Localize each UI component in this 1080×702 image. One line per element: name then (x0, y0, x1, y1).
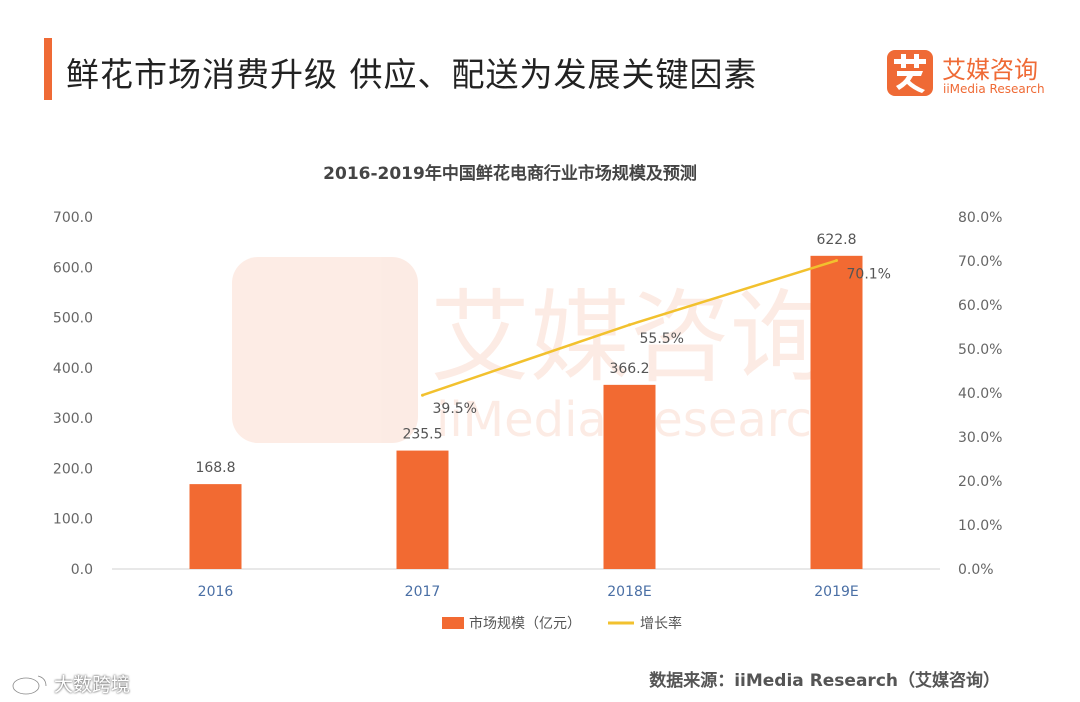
y2-tick-label: 30.0% (958, 430, 1002, 446)
watermark-name: 艾媒咨询 (430, 279, 830, 396)
bar-series (189, 255, 863, 570)
line-value-label: 39.5% (433, 401, 477, 417)
y2-tick-label: 10.0% (958, 518, 1002, 534)
x-tick-label: 2018E (607, 584, 651, 600)
legend-label-bar: 市场规模（亿元） (469, 615, 581, 632)
bar-value-label: 622.8 (816, 232, 856, 248)
y2-tick-label: 50.0% (958, 342, 1002, 358)
weibo-account: 大数跨境 (54, 674, 131, 696)
brand-logo-icon (887, 50, 933, 96)
chart-title: 2016-2019年中国鲜花电商行业市场规模及预测 (323, 163, 697, 184)
title-accent-bar (44, 38, 52, 100)
legend: 市场规模（亿元） 增长率 (442, 615, 682, 632)
y-tick-label: 200.0 (53, 461, 93, 477)
legend-label-line: 增长率 (640, 615, 682, 632)
line-point (421, 393, 424, 397)
bar-data-labels: 168.8 235.5 366.2 622.8 (195, 232, 856, 476)
page-title: 鲜花市场消费升级 供应、配送为发展关键因素 (66, 55, 758, 94)
bar (396, 450, 449, 569)
y-axis-left: 0.0 100.0 200.0 300.0 400.0 500.0 600.0 700.0 (53, 210, 93, 578)
weibo-watermark (12, 675, 47, 695)
data-source: 数据来源：iiMedia Research（艾媒咨询） (649, 671, 1000, 691)
y-tick-label: 500.0 (53, 311, 93, 327)
y-tick-label: 100.0 (53, 512, 93, 528)
y-tick-label: 300.0 (53, 411, 93, 427)
ai-logo-icon (894, 54, 926, 93)
bar (189, 484, 242, 569)
y-tick-label: 0.0 (71, 562, 93, 578)
x-axis: 2016 2017 2018E 2019E (198, 584, 859, 600)
weibo-icon (12, 675, 47, 695)
x-tick-label: 2016 (198, 584, 234, 600)
y2-tick-label: 70.0% (958, 254, 1002, 270)
brand-name: 艾媒咨询 (942, 56, 1038, 84)
bar (810, 255, 863, 570)
x-tick-label: 2017 (405, 584, 441, 600)
bar (603, 384, 656, 569)
y2-tick-label: 20.0% (958, 474, 1002, 490)
watermark: 艾媒咨询 iiMedia Research (232, 257, 842, 448)
brand-subtitle: iiMedia Research (943, 82, 1045, 96)
y2-tick-label: 40.0% (958, 386, 1002, 402)
line-point (628, 323, 631, 327)
bar-value-label: 168.8 (195, 460, 235, 476)
line-series: 39.5% 55.5% 70.1% (421, 259, 891, 417)
bar-value-label: 366.2 (609, 361, 649, 377)
y-axis-right: 0.0% 10.0% 20.0% 30.0% 40.0% 50.0% 60.0% 70.0% 8… (958, 210, 1002, 578)
line-point (835, 259, 838, 263)
y2-tick-label: 60.0% (958, 298, 1002, 314)
line-value-label: 70.1% (847, 267, 891, 283)
y2-tick-label: 0.0% (958, 562, 994, 578)
bar-value-label: 235.5 (402, 427, 442, 443)
y2-tick-label: 80.0% (958, 210, 1002, 226)
legend-swatch-bar (442, 617, 464, 629)
y-tick-label: 600.0 (53, 260, 93, 276)
line-value-label: 55.5% (640, 331, 684, 347)
x-tick-label: 2019E (814, 584, 858, 600)
y-tick-label: 400.0 (53, 361, 93, 377)
y-tick-label: 700.0 (53, 210, 93, 226)
